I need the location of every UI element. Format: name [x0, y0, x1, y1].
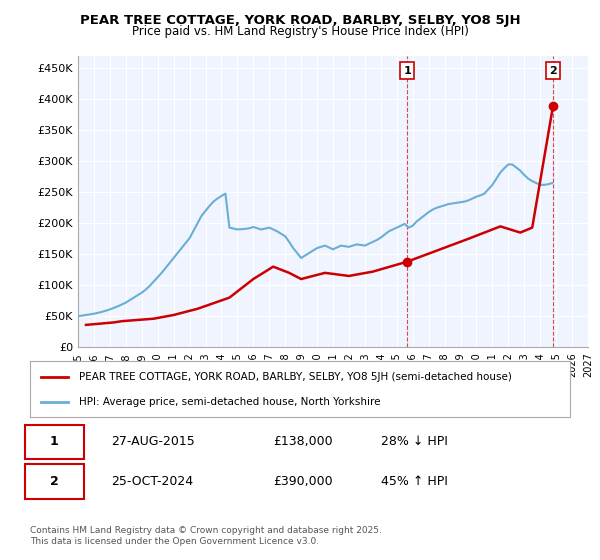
- Text: £390,000: £390,000: [273, 475, 332, 488]
- Text: HPI: Average price, semi-detached house, North Yorkshire: HPI: Average price, semi-detached house,…: [79, 396, 380, 407]
- Text: Contains HM Land Registry data © Crown copyright and database right 2025.
This d: Contains HM Land Registry data © Crown c…: [30, 526, 382, 546]
- FancyBboxPatch shape: [25, 464, 84, 499]
- Text: 27-AUG-2015: 27-AUG-2015: [111, 435, 195, 449]
- Text: 45% ↑ HPI: 45% ↑ HPI: [381, 475, 448, 488]
- Text: 1: 1: [403, 66, 411, 76]
- Text: 25-OCT-2024: 25-OCT-2024: [111, 475, 193, 488]
- Text: 2: 2: [549, 66, 557, 76]
- Text: Price paid vs. HM Land Registry's House Price Index (HPI): Price paid vs. HM Land Registry's House …: [131, 25, 469, 38]
- Text: PEAR TREE COTTAGE, YORK ROAD, BARLBY, SELBY, YO8 5JH: PEAR TREE COTTAGE, YORK ROAD, BARLBY, SE…: [80, 14, 520, 27]
- Text: 2: 2: [50, 475, 59, 488]
- Text: £138,000: £138,000: [273, 435, 332, 449]
- Text: 1: 1: [50, 435, 59, 449]
- Text: 28% ↓ HPI: 28% ↓ HPI: [381, 435, 448, 449]
- Text: PEAR TREE COTTAGE, YORK ROAD, BARLBY, SELBY, YO8 5JH (semi-detached house): PEAR TREE COTTAGE, YORK ROAD, BARLBY, SE…: [79, 372, 511, 382]
- FancyBboxPatch shape: [25, 424, 84, 459]
